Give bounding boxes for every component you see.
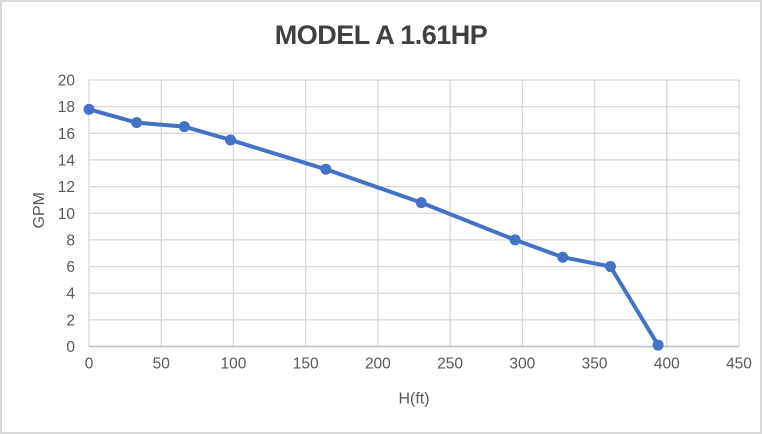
x-tick-label: 350	[582, 356, 608, 373]
x-tick-label: 300	[509, 356, 535, 373]
y-tick-label: 0	[66, 339, 75, 356]
y-tick-label: 2	[66, 312, 75, 329]
y-tick-label: 20	[58, 73, 76, 90]
y-axis-title: GPM	[31, 192, 48, 228]
y-tick-label: 10	[58, 206, 76, 223]
chart-title: MODEL A 1.61HP	[274, 20, 488, 50]
x-tick-label: 200	[365, 356, 391, 373]
data-point	[320, 163, 332, 175]
data-point	[131, 117, 143, 129]
data-point	[83, 103, 95, 115]
x-tick-label: 250	[437, 356, 463, 373]
x-tick-label: 450	[726, 356, 752, 373]
x-tick-label: 150	[293, 356, 319, 373]
y-tick-label: 6	[66, 259, 75, 276]
data-point	[604, 261, 616, 273]
data-point	[509, 234, 521, 246]
series-line	[87, 107, 661, 348]
y-tick-label: 16	[58, 126, 75, 143]
x-axis-title: H(ft)	[398, 391, 429, 408]
y-tick-label: 18	[58, 99, 75, 116]
x-tick-label: 0	[85, 356, 94, 373]
x-tick-label: 100	[221, 356, 247, 373]
x-tick-label: 400	[654, 356, 680, 373]
data-point	[415, 197, 427, 209]
y-tick-label: 4	[66, 286, 75, 303]
y-tick-label: 14	[58, 152, 76, 169]
x-tick-label: 50	[153, 356, 171, 373]
data-point	[225, 134, 237, 146]
y-tick-label: 8	[66, 232, 75, 249]
y-tick-label: 12	[58, 179, 75, 196]
data-point	[557, 251, 569, 263]
data-point	[652, 339, 664, 351]
data-point	[178, 121, 190, 133]
